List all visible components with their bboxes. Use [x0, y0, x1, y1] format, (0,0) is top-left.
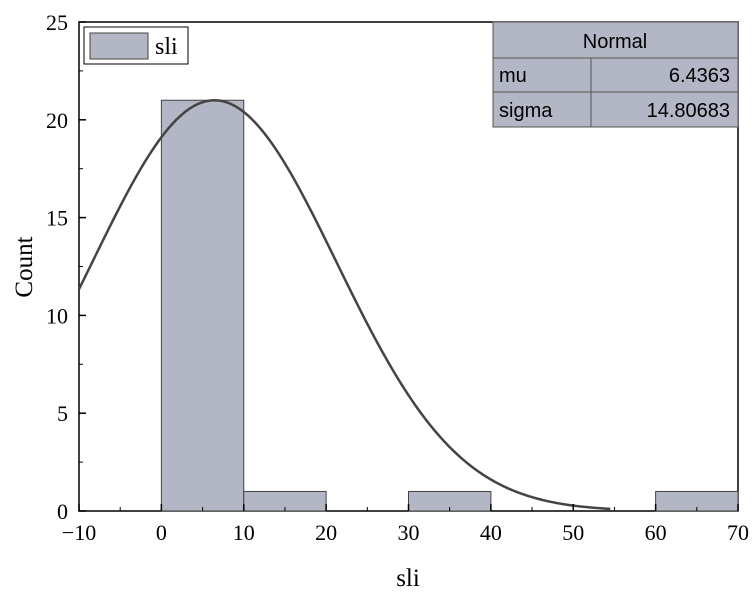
x-tick-label: 40 [480, 520, 502, 545]
x-tick-label: −10 [62, 520, 96, 545]
x-tick-label: 60 [645, 520, 667, 545]
x-tick-label: 30 [398, 520, 420, 545]
stats-row-mu-value: 6.4363 [669, 65, 730, 87]
x-tick-label: 10 [233, 520, 255, 545]
histogram-bar [160, 99, 245, 512]
y-tick-label: 20 [46, 108, 68, 133]
x-tick-label: 50 [562, 520, 584, 545]
x-tick-label: 20 [315, 520, 337, 545]
stats-row-sigma-label: sigma [499, 100, 553, 122]
legend-label: sli [155, 34, 178, 60]
y-tick-label: 5 [57, 401, 68, 426]
y-tick-label: 25 [46, 10, 68, 35]
legend-swatch [89, 32, 149, 60]
normal-fit-curve [77, 98, 611, 511]
y-tick-label: 0 [57, 499, 68, 524]
x-tick-label: 0 [156, 520, 167, 545]
stats-table: Normal mu 6.4363 sigma 14.80683 [492, 21, 739, 128]
stats-row-mu-label: mu [499, 65, 527, 87]
stats-row-sigma-value: 14.80683 [647, 100, 730, 122]
x-tick-label: 70 [727, 520, 749, 545]
legend: sli [83, 26, 189, 65]
y-tick-label: 15 [46, 206, 68, 231]
x-axis-title: sli [396, 565, 420, 592]
y-tick-label: 10 [46, 303, 68, 328]
y-axis-title: Count [11, 236, 38, 297]
stats-table-title: Normal [583, 31, 647, 53]
